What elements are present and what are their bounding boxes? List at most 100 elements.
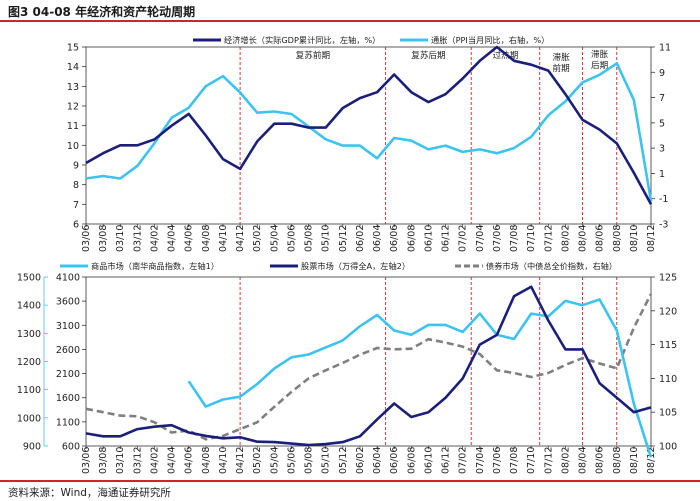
panel1-x-tick-label: 03/08 (98, 225, 109, 252)
panel1-x-tick-label: 08/12 (646, 225, 657, 252)
panel2-x-tick-label: 04/08 (201, 447, 212, 474)
phase-label-stagflation-early: 滞胀 (553, 52, 571, 63)
panel1-x-tick-label: 03/10 (115, 225, 126, 252)
phase-label-stagflation-late: 滞胀 (591, 49, 609, 60)
panel2-x-tick-label: 06/06 (389, 447, 400, 474)
panel2-x-tick-label: 03/10 (115, 447, 126, 474)
panel2-x-tick-label: 06/02 (355, 447, 366, 474)
panel1-right-tick-label: 1 (659, 169, 665, 180)
panel1-x-tick-label: 06/10 (423, 225, 434, 252)
panel2-x-tick-label: 07/12 (543, 447, 554, 474)
panel1-left-tick-label: 8 (73, 180, 79, 191)
panel1-x-tick-label: 07/04 (475, 225, 486, 252)
panel2-x-tick-label: 04/12 (235, 447, 246, 474)
phase-label-stagflation-early: 前期 (553, 62, 570, 74)
panel1-left-tick-label: 7 (73, 200, 79, 211)
panel1-x-tick-label: 07/06 (492, 225, 503, 252)
panel2-axis2-tick-label: 4100 (56, 273, 80, 284)
panel1-right-tick-label: 9 (659, 68, 665, 79)
panel1-x-tick-label: 06/02 (355, 225, 366, 252)
panel1-x-tick-label: 05/12 (338, 225, 349, 252)
panel2-x-tick-label: 05/10 (321, 447, 332, 474)
panel2-x-tick-label: 08/10 (629, 447, 640, 474)
panel1-left-tick-label: 11 (67, 121, 79, 132)
panel2-x-tick-label: 07/04 (475, 447, 486, 474)
phase-label-recovery-early: 复苏前期 (296, 49, 330, 61)
panel1-right-tick-label: -3 (659, 220, 668, 231)
panel2-axis2-tick-label: 3600 (56, 297, 80, 308)
panel1-x-tick-label: 04/10 (218, 225, 229, 252)
panel1-x-tick-label: 06/12 (441, 225, 452, 252)
legend-commodity-label: 商品市场（南华商品指数，左轴1） (91, 261, 219, 271)
panel2-axis2-tick-label: 1100 (56, 417, 80, 428)
panel1-x-tick-label: 05/08 (304, 225, 315, 252)
panel2-x-tick-label: 07/10 (526, 447, 537, 474)
panel2-axis1-tick-label: 1500 (17, 273, 41, 284)
panel1-right-tick-label: 3 (659, 144, 665, 155)
panel2-axis2-tick-label: 2100 (56, 369, 80, 380)
panel1-x-tick-label: 04/04 (167, 225, 178, 252)
panel1-x-tick-label: 06/08 (406, 225, 417, 252)
panel2-axis1-tick-label: 1000 (17, 413, 41, 424)
panel2-right-tick-label: 125 (659, 273, 677, 284)
panel2-x-tick-label: 08/04 (578, 447, 589, 474)
panel1-left-tick-label: 15 (67, 43, 79, 54)
panel2-x-tick-label: 04/04 (167, 447, 178, 474)
panel2-axis2-tick-label: 2600 (56, 345, 80, 356)
figure-footer: 资料来源：Wind，海通证券研究所 (0, 480, 700, 501)
legend-bond-label: 债券市场（中债总全价指数，右轴） (486, 261, 617, 271)
panel2-x-tick-label: 03/06 (81, 447, 92, 474)
panel1-left-tick-label: 12 (67, 102, 79, 113)
panel1-x-tick-label: 03/12 (132, 225, 143, 252)
panel2-axis2-tick-label: 3100 (56, 321, 80, 332)
panel2-x-tick-label: 05/12 (338, 447, 349, 474)
series-commodity-line (187, 298, 653, 458)
panel2-x-tick-label: 04/10 (218, 447, 229, 474)
panel1-x-tick-label: 05/10 (321, 225, 332, 252)
panel2-x-tick-label: 04/06 (184, 447, 195, 474)
panel1-x-tick-label: 07/02 (458, 225, 469, 252)
legend-stock-label: 股票市场（万得全A，左轴2） (301, 261, 410, 271)
panel2-x-tick-label: 07/02 (458, 447, 469, 474)
panel2-x-tick-label: 05/08 (304, 447, 315, 474)
panel1-right-tick-label: 7 (659, 93, 665, 104)
panel2-x-tick-label: 06/10 (423, 447, 434, 474)
panel1-x-tick-label: 06/06 (389, 225, 400, 252)
panel1-x-tick-label: 05/02 (252, 225, 263, 252)
panel1-x-tick-label: 07/10 (526, 225, 537, 252)
source-note: 资料来源：Wind，海通证券研究所 (8, 487, 171, 499)
series-growth-line (85, 45, 653, 205)
panel1-x-tick-label: 06/04 (372, 225, 383, 252)
panel2-x-tick-label: 03/12 (132, 447, 143, 474)
panel2-right-tick-label: 115 (659, 340, 677, 351)
panel1-x-tick-label: 07/12 (543, 225, 554, 252)
panel2-x-tick-label: 06/04 (372, 447, 383, 474)
panel2-x-tick-label: 03/08 (98, 447, 109, 474)
panel1-x-tick-label: 08/04 (578, 225, 589, 252)
panel2-x-tick-label: 06/12 (441, 447, 452, 474)
panel1-right-tick-label: 11 (659, 43, 671, 54)
panel1-frame (85, 46, 652, 225)
panel1-left-tick-label: 10 (67, 141, 79, 152)
figure-header: 图3 04-08 年经济和资产轮动周期 (0, 0, 700, 22)
phase-label-stagflation-late: 后期 (591, 60, 608, 71)
panel2-x-tick-label: 07/08 (509, 447, 520, 474)
panel2-x-tick-label: 08/02 (560, 447, 571, 474)
series-inflation-line (85, 62, 653, 202)
panel1-x-tick-label: 03/06 (81, 225, 92, 252)
panel2-axis2-tick-label: 600 (62, 442, 80, 453)
panel1-x-tick-label: 04/06 (184, 225, 195, 252)
panel2-axis1-tick-label: 1100 (17, 385, 41, 396)
series-bond-line (85, 293, 653, 441)
panel2-x-tick-label: 08/12 (646, 447, 657, 474)
panel2-x-tick-label: 08/08 (612, 447, 623, 474)
panel1-x-tick-label: 08/10 (629, 225, 640, 252)
panel2-right-tick-label: 120 (659, 306, 677, 317)
panel2-x-tick-label: 04/02 (149, 447, 160, 474)
panel2-frame (85, 276, 652, 447)
panel2-x-tick-label: 05/06 (286, 447, 297, 474)
panel2-x-tick-label: 07/06 (492, 447, 503, 474)
panel2-right-tick-label: 100 (659, 442, 677, 453)
series-stock-line (85, 285, 652, 447)
panel2-x-tick-label: 06/08 (406, 447, 417, 474)
